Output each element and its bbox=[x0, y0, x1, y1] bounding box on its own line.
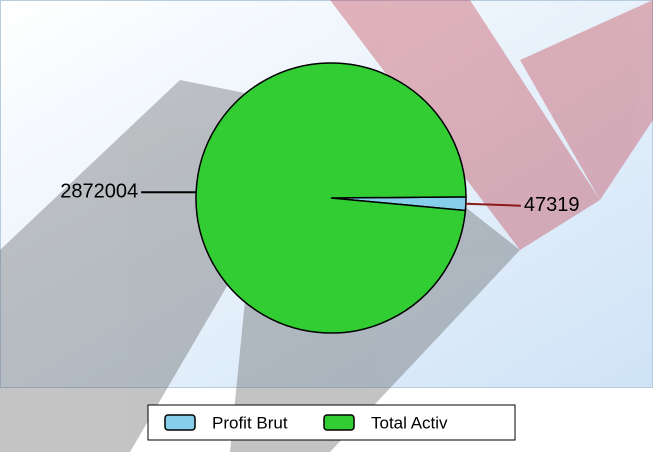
legend-swatch bbox=[164, 414, 196, 431]
pie: 47319 2872004 bbox=[60, 62, 580, 334]
legend-label: Total Activ bbox=[371, 413, 448, 432]
leader-line bbox=[465, 202, 521, 207]
data-label: 47319 bbox=[524, 194, 580, 216]
data-label: 2872004 bbox=[60, 181, 138, 203]
pie-slice bbox=[195, 62, 467, 334]
legend: Profit Brut Total Activ bbox=[164, 413, 448, 432]
legend-label: Profit Brut bbox=[212, 413, 288, 432]
legend-swatch bbox=[323, 414, 355, 431]
